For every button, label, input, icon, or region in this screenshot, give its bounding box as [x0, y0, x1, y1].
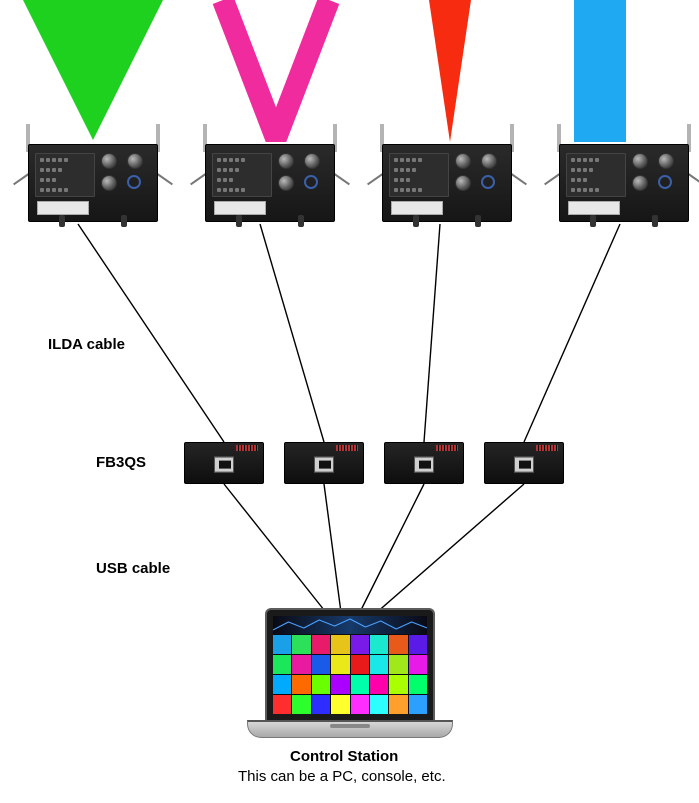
knob-panel	[453, 153, 503, 197]
laptop-ui-tile	[370, 635, 388, 654]
usb-cable-label: USB cable	[96, 560, 170, 577]
usb-cable	[324, 484, 342, 620]
laptop-ui-tile	[409, 655, 427, 674]
foot-icon	[413, 215, 419, 227]
laptop-ui-tile	[331, 695, 349, 714]
led-strip-icon	[536, 445, 558, 451]
io-panel	[566, 153, 626, 197]
info-sticker	[391, 201, 443, 215]
laptop-ui-tile	[351, 695, 369, 714]
knob-panel	[630, 153, 680, 197]
beam-3	[425, 0, 475, 142]
laptop-ui-tile	[273, 675, 291, 694]
laptop-ui-tile	[292, 655, 310, 674]
led-strip-icon	[236, 445, 258, 451]
usb-cable	[356, 484, 424, 620]
usb-port-icon	[514, 457, 534, 473]
beam-2	[211, 0, 341, 142]
power-ring-icon	[658, 175, 672, 189]
ilda-cable	[424, 224, 440, 442]
laptop-ui-tile	[312, 655, 330, 674]
beam-1	[23, 0, 163, 140]
laptop-ui-tile	[389, 675, 407, 694]
foot-icon	[121, 215, 127, 227]
usb-cable	[368, 484, 524, 620]
io-panel	[389, 153, 449, 197]
foot-icon	[59, 215, 65, 227]
antenna-icon	[155, 172, 173, 185]
usb-cable	[224, 484, 332, 620]
laptop-ui-tile	[351, 635, 369, 654]
laptop-ui-tile	[409, 675, 427, 694]
fb3qs-controller-2	[284, 442, 364, 484]
fb3qs-controller-4	[484, 442, 564, 484]
laptop-ui-tile	[389, 655, 407, 674]
laptop-ui-tile	[312, 635, 330, 654]
power-ring-icon	[127, 175, 141, 189]
io-panel	[212, 153, 272, 197]
laptop-ui-tile	[351, 655, 369, 674]
laptop-ui-tile	[331, 635, 349, 654]
power-ring-icon	[481, 175, 495, 189]
foot-icon	[298, 215, 304, 227]
laptop-ui-tile	[292, 635, 310, 654]
laptop-ui-tile	[370, 655, 388, 674]
laptop-ui-tile	[409, 695, 427, 714]
laptop-ui-tile	[273, 655, 291, 674]
fb3qs-controller-1	[184, 442, 264, 484]
laptop-keyboard	[247, 720, 453, 738]
laptop-ui-tile	[409, 635, 427, 654]
laptop-ui-tile	[389, 695, 407, 714]
usb-port-icon	[414, 457, 434, 473]
projector-body	[559, 144, 689, 222]
foot-icon	[652, 215, 658, 227]
foot-icon	[590, 215, 596, 227]
projector-body	[28, 144, 158, 222]
projector-body	[205, 144, 335, 222]
laptop-ui-tile	[273, 695, 291, 714]
power-ring-icon	[304, 175, 318, 189]
diagram-canvas: ILDA cable FB3QS USB cable Control Stati…	[0, 0, 699, 803]
laptop-ui-tile	[370, 695, 388, 714]
laptop-ui-tile	[273, 635, 291, 654]
foot-icon	[236, 215, 242, 227]
ilda-cable-label: ILDA cable	[48, 336, 125, 353]
foot-icon	[475, 215, 481, 227]
knob-panel	[99, 153, 149, 197]
laptop-ui-tile	[312, 675, 330, 694]
projector-body	[382, 144, 512, 222]
laptop-ui-header	[273, 616, 427, 634]
info-sticker	[568, 201, 620, 215]
control-station-subtitle: This can be a PC, console, etc.	[238, 768, 446, 785]
laptop-ui-tile	[370, 675, 388, 694]
laptop	[265, 608, 435, 738]
ilda-cable	[260, 224, 324, 442]
info-sticker	[214, 201, 266, 215]
led-strip-icon	[436, 445, 458, 451]
laptop-ui-tile	[312, 695, 330, 714]
control-station-title: Control Station	[290, 748, 398, 765]
led-strip-icon	[336, 445, 358, 451]
laptop-ui-tile	[292, 675, 310, 694]
info-sticker	[37, 201, 89, 215]
laptop-ui-tile	[331, 655, 349, 674]
ilda-cable	[78, 224, 224, 442]
usb-port-icon	[314, 457, 334, 473]
fb3qs-controller-3	[384, 442, 464, 484]
laptop-ui-tile	[389, 635, 407, 654]
laptop-ui-tile	[292, 695, 310, 714]
usb-port-icon	[214, 457, 234, 473]
beam-4	[574, 0, 626, 142]
laptop-ui-tile	[351, 675, 369, 694]
ilda-cable	[524, 224, 620, 442]
io-panel	[35, 153, 95, 197]
antenna-icon	[332, 172, 350, 185]
laptop-screen	[265, 608, 435, 720]
fb3qs-label: FB3QS	[96, 454, 146, 471]
laptop-ui-tile	[331, 675, 349, 694]
antenna-icon	[509, 172, 527, 185]
knob-panel	[276, 153, 326, 197]
